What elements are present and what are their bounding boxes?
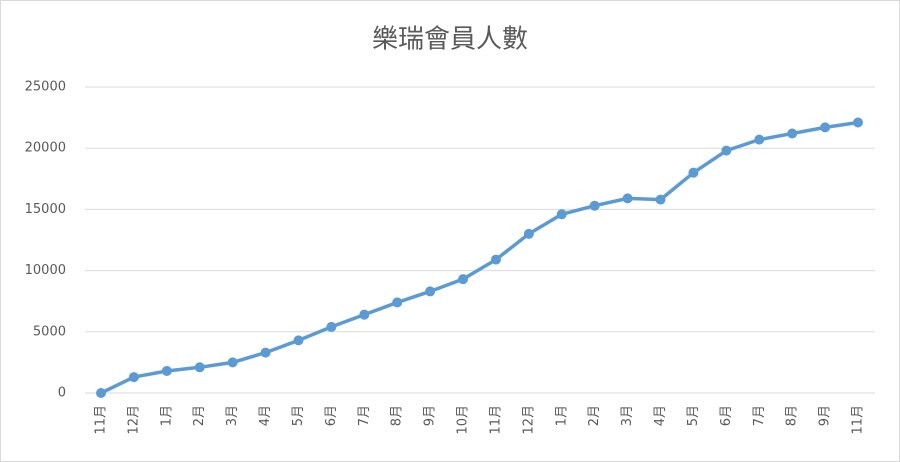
y-tick-label: 5000 bbox=[33, 324, 66, 339]
data-point bbox=[359, 309, 370, 320]
y-tick-label: 20000 bbox=[25, 141, 66, 156]
data-point bbox=[425, 286, 436, 297]
x-tick-label: 6月 bbox=[719, 405, 734, 426]
y-tick-label: 0 bbox=[58, 386, 66, 401]
x-tick-label: 2月 bbox=[587, 405, 602, 426]
x-tick-label: 2月 bbox=[192, 405, 207, 426]
data-point bbox=[721, 145, 732, 156]
x-tick-label: 7月 bbox=[752, 405, 767, 426]
data-point bbox=[589, 200, 600, 211]
data-point bbox=[161, 365, 172, 376]
x-tick-label: 12月 bbox=[521, 405, 536, 435]
chart-title: 樂瑞會員人數 bbox=[372, 25, 528, 55]
data-point bbox=[293, 335, 304, 346]
data-point bbox=[820, 122, 831, 133]
x-tick-label: 11月 bbox=[488, 405, 503, 435]
y-tick-label: 25000 bbox=[25, 80, 66, 95]
x-tick-label: 12月 bbox=[126, 405, 141, 435]
data-point bbox=[523, 228, 534, 239]
x-tick-label: 11月 bbox=[94, 405, 109, 435]
x-tick-label: 3月 bbox=[620, 405, 635, 426]
x-tick-label: 6月 bbox=[324, 405, 339, 426]
data-point bbox=[787, 128, 798, 139]
data-point bbox=[490, 254, 501, 265]
x-tick-label: 7月 bbox=[357, 405, 372, 426]
x-tick-label: 4月 bbox=[653, 405, 668, 426]
series-line bbox=[100, 120, 859, 395]
x-tick-label: 8月 bbox=[390, 405, 405, 426]
x-tick-label: 11月 bbox=[851, 405, 866, 435]
x-tick-label: 3月 bbox=[225, 405, 240, 426]
x-tick-label: 5月 bbox=[291, 405, 306, 426]
x-tick-label: 9月 bbox=[818, 405, 833, 426]
data-point bbox=[458, 274, 469, 285]
data-point bbox=[194, 362, 205, 373]
data-point bbox=[326, 321, 337, 332]
y-tick-label: 10000 bbox=[25, 263, 66, 278]
data-point bbox=[128, 372, 139, 383]
data-point bbox=[556, 209, 567, 220]
x-tick-label: 4月 bbox=[258, 405, 273, 426]
x-tick-label: 8月 bbox=[785, 405, 800, 426]
data-point bbox=[227, 357, 238, 368]
x-tick-label: 1月 bbox=[159, 405, 174, 426]
x-tick-label: 1月 bbox=[554, 405, 569, 426]
data-point bbox=[622, 193, 633, 204]
data-point bbox=[96, 388, 106, 398]
data-point bbox=[260, 347, 271, 358]
data-point bbox=[688, 167, 699, 178]
x-tick-label: 10月 bbox=[456, 405, 471, 435]
y-tick-label: 15000 bbox=[25, 202, 66, 217]
data-point bbox=[655, 194, 666, 205]
x-tick-label: 5月 bbox=[686, 405, 701, 426]
data-point bbox=[853, 117, 863, 128]
data-point bbox=[392, 297, 403, 308]
x-tick-label: 9月 bbox=[423, 405, 438, 426]
data-point bbox=[754, 134, 765, 145]
